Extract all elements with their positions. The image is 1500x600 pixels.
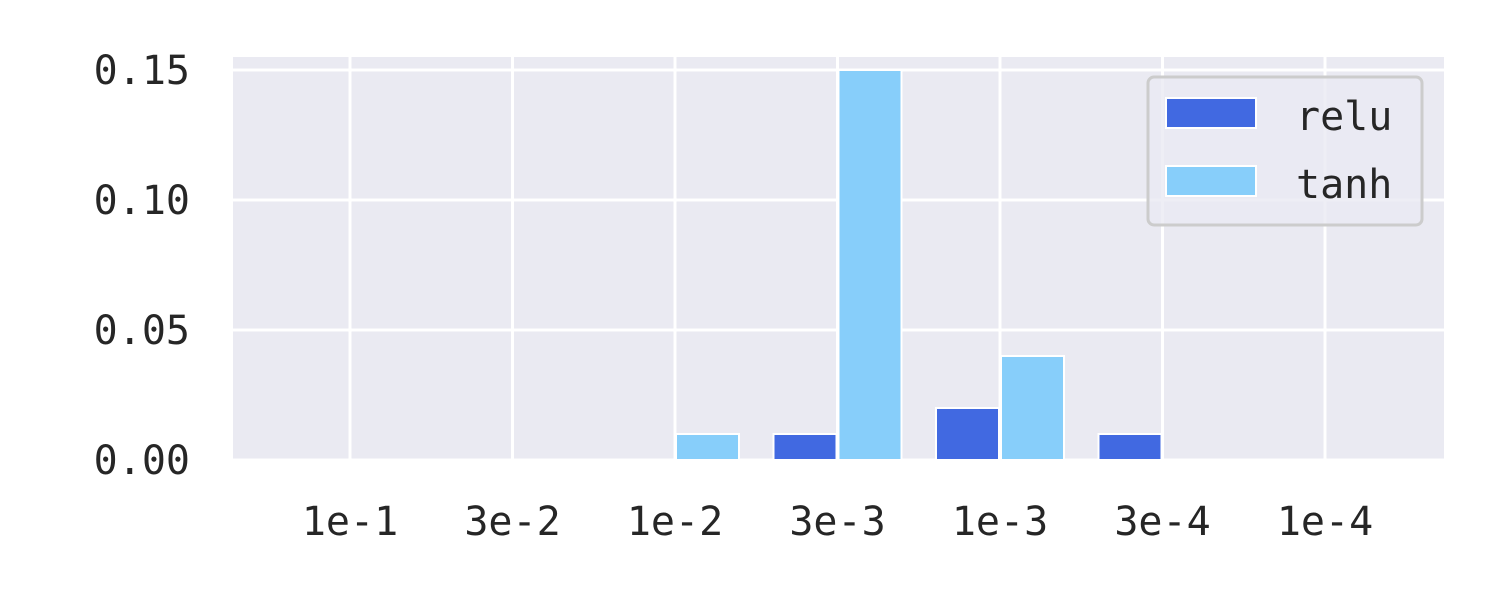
bar-relu-1e-3 — [935, 407, 1000, 461]
legend-swatch-tanh — [1165, 165, 1257, 197]
legend-swatch-relu — [1165, 97, 1257, 129]
legend-label-tanh: tanh — [1296, 162, 1392, 208]
x-tick-label: 1e-2 — [627, 499, 723, 545]
y-tick-label: 0.00 — [94, 438, 190, 484]
x-tick-label: 1e-3 — [952, 499, 1048, 545]
legend-label-relu: relu — [1296, 94, 1392, 140]
bars — [675, 69, 1163, 461]
x-tick-label: 1e-1 — [302, 499, 398, 545]
x-tick-label: 1e-4 — [1277, 499, 1373, 545]
y-axis-tick-labels: 0.00 0.05 0.10 0.15 — [94, 48, 190, 484]
x-tick-label: 3e-2 — [464, 499, 560, 545]
bar-relu-3e-3 — [772, 433, 838, 461]
bar-tanh-1e-3 — [1000, 355, 1065, 461]
x-axis-tick-labels: 1e-1 3e-2 1e-2 3e-3 1e-3 3e-4 1e-4 — [302, 499, 1373, 545]
x-tick-label: 3e-3 — [789, 499, 885, 545]
y-tick-label: 0.10 — [94, 178, 190, 224]
bar-relu-3e-4 — [1097, 433, 1163, 461]
bar-tanh-3e-3 — [837, 69, 903, 461]
bar-tanh-1e-2 — [675, 433, 740, 461]
y-tick-label: 0.15 — [94, 48, 190, 94]
legend: relu tanh — [1146, 75, 1424, 227]
y-tick-label: 0.05 — [94, 308, 190, 354]
x-tick-label: 3e-4 — [1114, 499, 1210, 545]
